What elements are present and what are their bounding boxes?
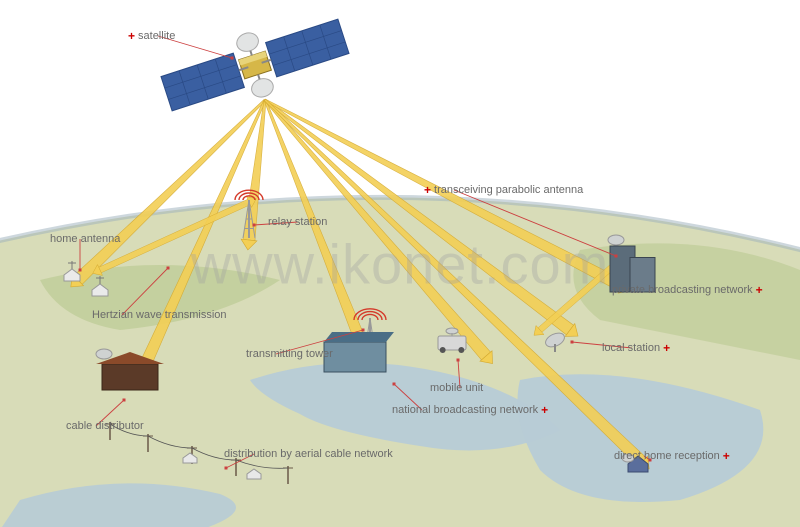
label-satellite: +satellite	[128, 30, 175, 42]
label-trans-tower: transmitting tower	[246, 348, 333, 360]
label-parabolic: +transceiving parabolic antenna	[424, 184, 583, 196]
label-cable-dist: cable distributor	[66, 420, 144, 432]
label-relay: relay station	[268, 216, 327, 228]
label-text: national broadcasting network	[392, 404, 538, 416]
plus-icon: +	[424, 184, 431, 196]
diagram-canvas	[0, 0, 800, 527]
label-text: private broadcasting network	[612, 284, 753, 296]
plus-icon: +	[663, 342, 670, 354]
label-text: mobile unit	[430, 382, 483, 394]
label-text: satellite	[138, 30, 175, 42]
label-mobile: mobile unit	[430, 382, 483, 394]
plus-icon: +	[756, 284, 763, 296]
label-aerial: distribution by aerial cable network	[224, 448, 393, 460]
plus-icon: +	[723, 450, 730, 462]
label-text: Hertzian wave transmission	[92, 309, 227, 321]
label-national: national broadcasting network+	[392, 404, 548, 416]
label-direct: direct home reception+	[614, 450, 730, 462]
label-text: transmitting tower	[246, 348, 333, 360]
plus-icon: +	[128, 30, 135, 42]
label-home-antenna: home antenna	[50, 233, 120, 245]
label-text: relay station	[268, 216, 327, 228]
label-text: home antenna	[50, 233, 120, 245]
label-hertzian: Hertzian wave transmission	[92, 309, 227, 321]
label-private: private broadcasting network+	[612, 284, 763, 296]
label-text: distribution by aerial cable network	[224, 448, 393, 460]
label-text: transceiving parabolic antenna	[434, 184, 583, 196]
plus-icon: +	[541, 404, 548, 416]
label-text: cable distributor	[66, 420, 144, 432]
label-text: direct home reception	[614, 450, 720, 462]
label-local: local station+	[602, 342, 670, 354]
label-text: local station	[602, 342, 660, 354]
satellite	[156, 5, 353, 125]
